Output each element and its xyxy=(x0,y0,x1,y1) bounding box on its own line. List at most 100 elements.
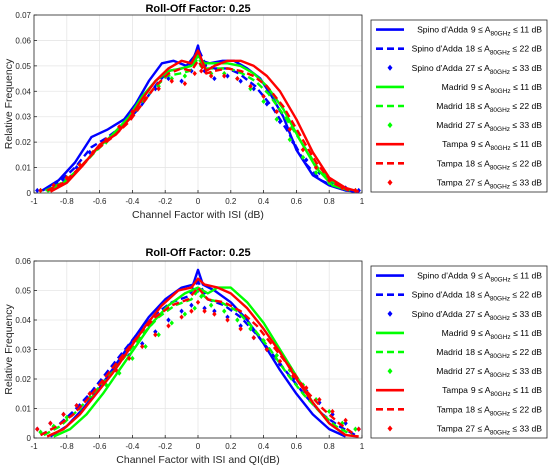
legend-entry-text: Spino d'Adda 27 ≤ A80GHz ≤ 33 dB xyxy=(412,309,543,322)
data-point xyxy=(64,414,69,420)
data-point xyxy=(251,335,256,341)
legend-subscript: 80GHz xyxy=(490,69,510,76)
data-point xyxy=(304,157,309,163)
legend-subscript: 80GHz xyxy=(490,31,510,38)
legend-range: 27 ≤ A xyxy=(466,177,491,187)
legend-entry-text: Spino d'Adda 18 ≤ A80GHz ≤ 22 dB xyxy=(412,44,543,57)
data-point xyxy=(182,81,188,87)
x-tick-label: 0.8 xyxy=(324,197,336,206)
data-point xyxy=(100,379,106,385)
legend-site: Madrid xyxy=(442,82,468,92)
legend-tail: ≤ 22 dB xyxy=(510,404,542,414)
data-point xyxy=(300,147,306,153)
legend-range: 27 ≤ A xyxy=(466,366,491,376)
legend-subscript: 80GHz xyxy=(490,145,510,152)
y-axis-label: Relative Frequency xyxy=(3,304,15,395)
legend-range: 27 ≤ A xyxy=(466,63,491,73)
legend-entry-text: Madrid 18 ≤ A80GHz ≤ 22 dB xyxy=(436,347,542,360)
data-point xyxy=(277,361,283,367)
data-point xyxy=(277,358,283,364)
data-point xyxy=(261,338,266,344)
series-7-line xyxy=(40,286,357,437)
legend-site: Spino d'Adda xyxy=(412,290,463,300)
legend-tail: ≤ 11 dB xyxy=(511,385,543,395)
legend-site: Spino d'Adda xyxy=(412,63,463,73)
data-point xyxy=(103,382,109,388)
legend-site: Tampa xyxy=(437,158,463,168)
data-point xyxy=(264,346,270,353)
legend-site: Madrid xyxy=(436,120,462,130)
x-tick-label: 0.6 xyxy=(291,197,303,206)
legend-entry-text: Tampa 27 ≤ A80GHz ≤ 33 dB xyxy=(437,423,543,436)
data-point xyxy=(238,78,243,84)
data-point xyxy=(126,355,132,361)
legend-site: Tampa xyxy=(442,139,468,149)
legend-site: Madrid xyxy=(436,347,462,357)
data-point xyxy=(169,320,174,326)
data-point xyxy=(192,58,197,64)
y-tick-label: 0.03 xyxy=(15,346,31,355)
series-8-markers xyxy=(35,299,361,432)
chart-bottom: -1 -0.8 -0.6 -0.4 -0.2 0 0.2 0.4 0.6 0.8 1 0 0.01 0.0… xyxy=(3,247,548,466)
y-tick-label: 0 xyxy=(27,189,32,198)
x-axis-label: Channel Factor with ISI and QI(dB) xyxy=(116,454,279,466)
legend-subscript: 80GHz xyxy=(490,410,510,417)
legend-subscript: 80GHz xyxy=(490,88,510,95)
legend-tail: ≤ 11 dB xyxy=(511,82,543,92)
data-point xyxy=(277,119,283,125)
series-6-line xyxy=(46,277,359,438)
x-tick-label: 1 xyxy=(360,197,365,206)
legend-range: 9 ≤ A xyxy=(471,328,491,338)
data-point xyxy=(48,420,53,426)
data-point xyxy=(343,417,348,423)
legend-range: 18 ≤ A xyxy=(466,44,491,54)
data-point xyxy=(87,391,92,397)
series-7-line xyxy=(46,59,350,192)
data-point xyxy=(166,75,171,82)
legend-site: Tampa xyxy=(437,177,463,187)
data-point xyxy=(238,323,243,329)
data-point xyxy=(251,86,256,92)
data-point xyxy=(235,75,240,82)
legend-tail: ≤ 11 dB xyxy=(511,271,543,281)
legend-entry-text: Madrid 27 ≤ A80GHz ≤ 33 dB xyxy=(436,120,542,133)
legend-subscript: 80GHz xyxy=(490,334,510,341)
data-point xyxy=(189,68,194,74)
series-3-line xyxy=(53,286,347,438)
data-point xyxy=(156,86,161,92)
data-point xyxy=(248,326,253,332)
legend-range: 18 ≤ A xyxy=(466,290,491,300)
data-point xyxy=(61,411,66,417)
legend-site: Tampa xyxy=(437,423,463,433)
x-tick-label: 0.2 xyxy=(225,197,237,206)
legend-subscript: 80GHz xyxy=(490,391,510,398)
x-tick-label: -0.4 xyxy=(126,442,140,451)
data-point xyxy=(222,73,227,79)
legend-tail: ≤ 33 dB xyxy=(510,120,542,130)
data-point xyxy=(182,73,188,79)
data-point xyxy=(35,187,40,193)
data-point xyxy=(153,332,158,338)
data-point xyxy=(143,343,148,350)
legend-subscript: 80GHz xyxy=(490,429,510,436)
data-point xyxy=(212,75,217,82)
x-tick-label: 0.8 xyxy=(324,442,336,451)
legend-range: 9 ≤ A xyxy=(471,82,491,92)
data-point xyxy=(199,293,204,299)
data-point xyxy=(103,137,109,143)
data-point xyxy=(202,68,207,74)
data-point xyxy=(287,126,293,133)
data-point xyxy=(300,154,306,160)
legend-site: Madrid xyxy=(442,328,468,338)
data-point xyxy=(130,109,135,115)
data-point xyxy=(51,182,56,188)
data-point xyxy=(179,308,184,314)
legend-site: Spino d'Adda xyxy=(417,25,468,35)
data-point xyxy=(356,426,361,432)
data-point xyxy=(189,302,194,308)
data-point xyxy=(64,175,69,181)
x-tick-label: 0.4 xyxy=(258,197,270,206)
legend-subscript: 80GHz xyxy=(490,372,510,379)
x-tick-label: -0.2 xyxy=(158,197,172,206)
